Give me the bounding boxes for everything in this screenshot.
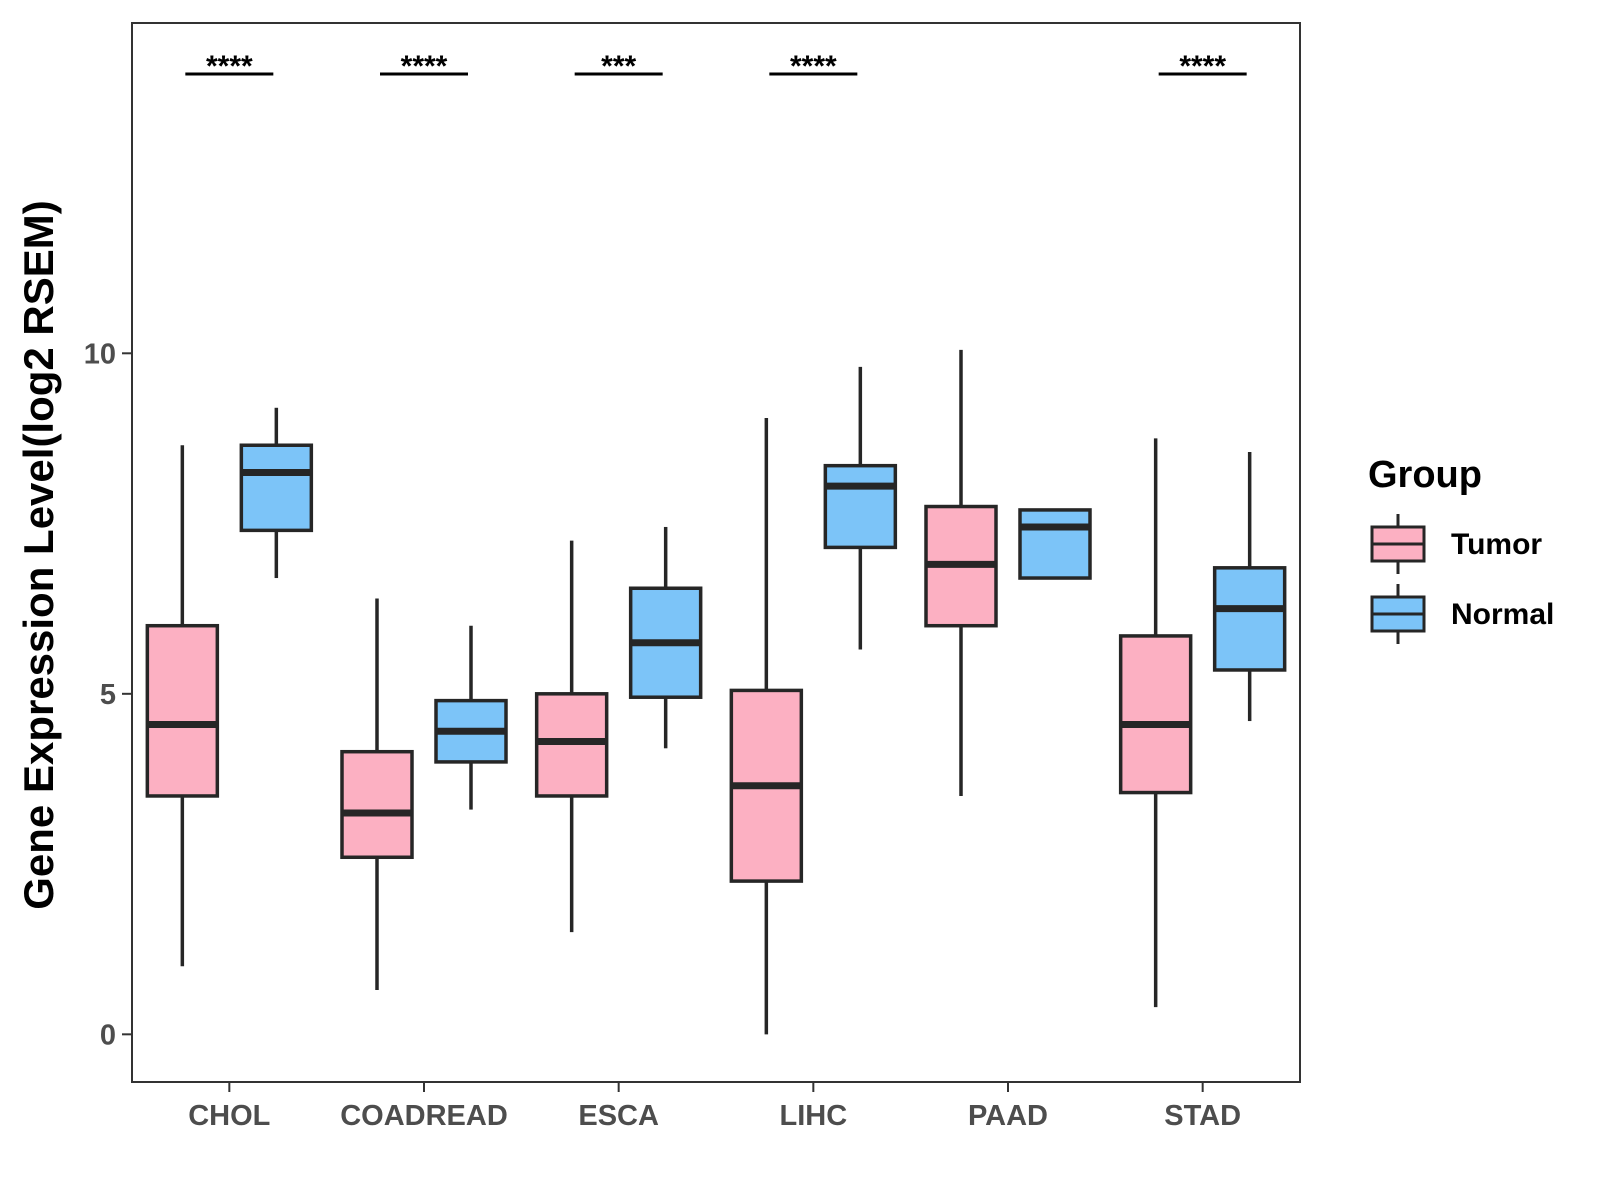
x-tick-label-esca: ESCA bbox=[578, 1100, 659, 1132]
box-tumor-lihc bbox=[729, 417, 804, 1035]
significance-stad: **** bbox=[1158, 50, 1247, 83]
box-iqr bbox=[1018, 508, 1092, 580]
significance-label: **** bbox=[790, 50, 837, 83]
significance-chol: **** bbox=[185, 50, 274, 83]
box-iqr bbox=[340, 749, 414, 860]
box-normal-lihc bbox=[823, 366, 898, 650]
axes: 0 5 10 CHOL COADREAD ESCA LIHC PAAD STAD bbox=[84, 22, 1301, 1132]
box-tumor-chol bbox=[145, 445, 220, 967]
significance-esca: *** bbox=[574, 50, 663, 83]
legend-item-tumor: Tumor bbox=[1370, 514, 1542, 574]
box-iqr bbox=[1212, 566, 1287, 672]
significance-coadread: **** bbox=[380, 50, 468, 83]
legend-title: Group bbox=[1368, 454, 1482, 496]
legend-item-normal: Normal bbox=[1370, 584, 1554, 644]
x-tick-label-paad: PAAD bbox=[968, 1100, 1048, 1132]
x-tick-label-coadread: COADREAD bbox=[340, 1100, 508, 1132]
box-tumor-coadread bbox=[340, 598, 414, 991]
box-tumor-paad bbox=[924, 349, 998, 796]
significance-label: **** bbox=[206, 50, 253, 83]
plot-area: **** **** *** **** **** bbox=[145, 50, 1287, 1035]
x-tick-label-chol: CHOL bbox=[188, 1100, 270, 1132]
box-normal-chol bbox=[239, 407, 314, 579]
x-tick-label-stad: STAD bbox=[1164, 1100, 1241, 1132]
box-normal-esca bbox=[628, 526, 703, 749]
y-tick-label-10: 10 bbox=[84, 338, 116, 370]
y-axis-title: Gene Expression Level(log2 RSEM) bbox=[15, 200, 62, 910]
box-tumor-stad bbox=[1118, 438, 1193, 1008]
x-tick-label-lihc: LIHC bbox=[779, 1100, 847, 1132]
significance-label: **** bbox=[401, 50, 448, 83]
significance-lihc: **** bbox=[769, 50, 858, 83]
box-tumor-esca bbox=[534, 540, 609, 933]
legend-label-normal: Normal bbox=[1451, 598, 1554, 631]
box-iqr bbox=[823, 463, 898, 550]
box-iqr bbox=[1118, 634, 1193, 795]
y-tick-label-0: 0 bbox=[100, 1019, 116, 1051]
box-iqr bbox=[239, 443, 314, 533]
plot-panel-border bbox=[131, 22, 1301, 1083]
significance-label: **** bbox=[1179, 50, 1226, 83]
legend-label-tumor: Tumor bbox=[1451, 528, 1542, 561]
box-normal-stad bbox=[1212, 452, 1287, 722]
box-normal-paad bbox=[1018, 508, 1092, 580]
y-tick-label-5: 5 bbox=[100, 679, 116, 711]
significance-label: *** bbox=[601, 50, 636, 83]
box-iqr bbox=[145, 623, 220, 798]
box-normal-coadread bbox=[434, 625, 508, 810]
legend: Group Tumor Normal bbox=[1368, 454, 1554, 644]
